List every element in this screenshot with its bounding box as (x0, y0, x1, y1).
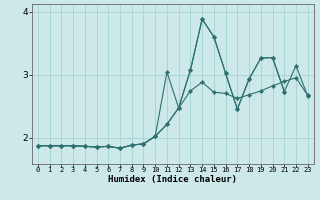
X-axis label: Humidex (Indice chaleur): Humidex (Indice chaleur) (108, 175, 237, 184)
